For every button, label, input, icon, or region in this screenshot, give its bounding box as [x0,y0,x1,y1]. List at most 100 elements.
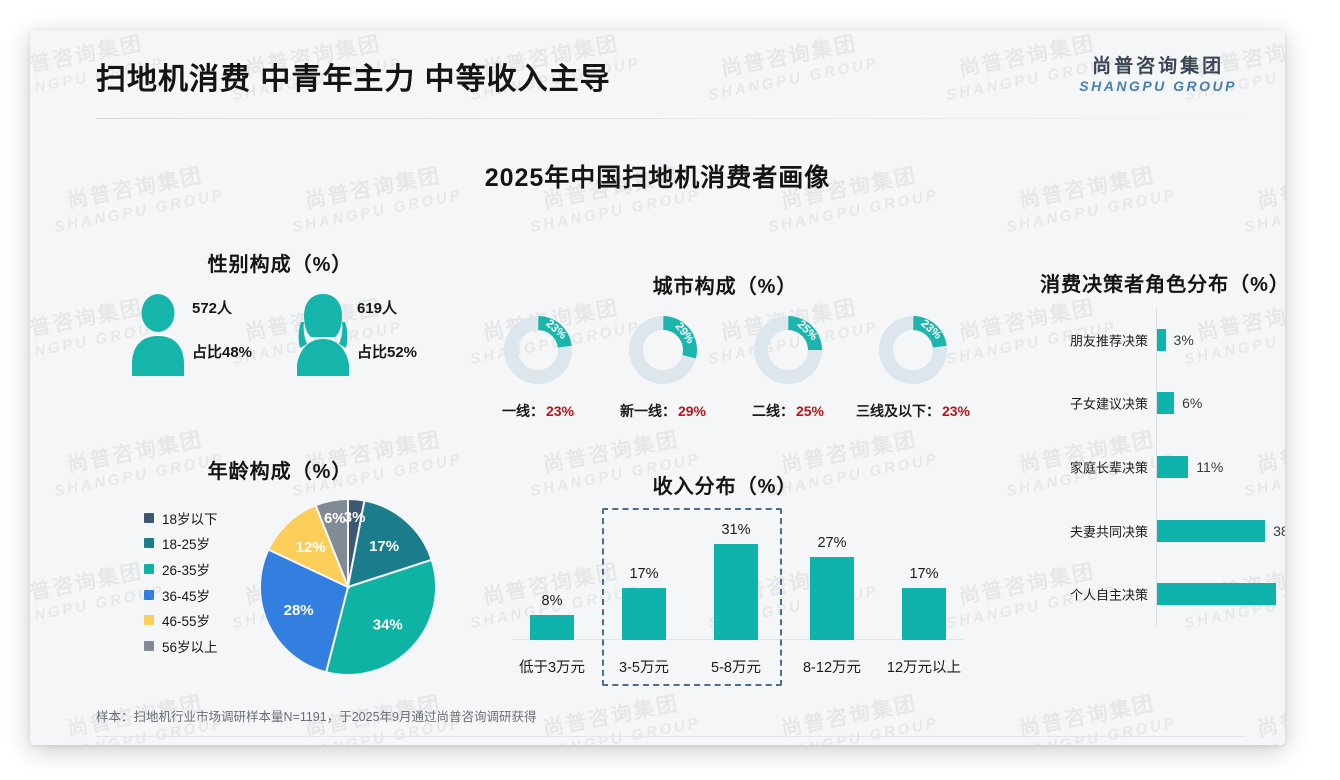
decision-category-label: 夫妻共同决策 [1069,524,1148,540]
age-legend-item: 18岁以下 [144,505,218,531]
income-bar-value: 27% [817,534,847,551]
city-name: 新一线： [619,403,676,419]
city-name: 二线： [751,403,794,419]
city-donut-label: 一线： 23% [502,401,574,421]
male-icon [130,292,186,376]
income-bar-value: 31% [721,522,751,539]
income-bar-column: 8% [508,532,596,640]
city-value: 23% [545,403,575,419]
decision-bar [1157,456,1189,478]
income-bar-chart: 8% 低于3万元 17% 3-5万元 31% 5-8万元 27% 8-12万元 17% 12万元以… [508,506,968,686]
female-icon [295,292,351,376]
city-donut: 29% 新一线： 29% [617,305,709,419]
decision-bar-value: 3% [1173,331,1194,348]
decision-category-label: 朋友推荐决策 [1069,333,1148,349]
age-legend-item: 26-35岁 [144,556,218,582]
city-donut-label: 新一线： 29% [620,401,706,421]
income-bar-column: 31% [692,522,780,640]
decision-section-title: 消费决策者角色分布（%） [1040,274,1285,296]
legend-swatch [144,512,154,523]
gender-chart: 572人 占比48% 619人占比52% [130,292,450,392]
city-donut: 25% 二线： 25% [742,305,834,419]
decision-bar [1157,583,1277,606]
income-bar [810,556,854,640]
income-category-label: 8-12万元 [802,660,862,676]
header: 扫地机消费 中青年主力 中等收入主导 尚普咨询集团 SHANGPU GROUP [30,30,1285,122]
gender-item: 572人 占比48% [130,292,285,384]
page-title: 扫地机消费 中青年主力 中等收入主导 [96,63,611,96]
decision-bar-value: 42% [1284,586,1285,602]
city-donut-label: 三线及以下： 23% [856,401,970,421]
income-bar-value: 17% [629,565,659,582]
pie-slice-label: 6% [324,510,346,527]
brand-logo: 尚普咨询集团 SHANGPU GROUP [1079,56,1237,95]
legend-label: 18岁以下 [162,511,218,527]
legend-label: 26-35岁 [162,562,211,578]
legend-label: 18-25岁 [162,537,211,553]
decision-bar-value: 6% [1182,395,1203,412]
city-donut-chart: 23% 一线： 23% 29% 新一线： 29% 25% 二线： 25% 23% 三线及以下： 23% [492,305,1002,419]
city-value: 29% [677,403,707,419]
legend-swatch [144,538,154,549]
legend-label: 36-45岁 [162,588,211,604]
decision-bar-row: 个人自主决策 42% [1035,581,1285,607]
decision-bar [1157,519,1266,542]
gender-stats: 619人占比52% [357,300,417,362]
pie-slice-label: 12% [296,539,326,556]
pie-slice-label: 3% [344,509,366,526]
legend-swatch [144,615,154,626]
age-legend-item: 36-45岁 [144,582,218,608]
decision-category-label: 子女建议决策 [1069,396,1148,412]
logo-chinese: 尚普咨询集团 [1092,56,1225,77]
income-section-title: 收入分布（%） [652,476,798,498]
age-legend-item: 18-25岁 [144,531,218,557]
income-category-label: 5-8万元 [711,660,761,676]
income-category-cell: 3-5万元 [600,652,688,676]
city-name: 三线及以下： [855,403,940,419]
income-highlight-box [602,508,782,686]
decision-bar-row: 家庭长辈决策 11% [1035,454,1285,480]
decision-axis-line [1156,308,1157,626]
city-donut-label: 二线： 25% [752,401,824,421]
city-section-title: 城市构成（%） [652,276,798,298]
income-category-cell: 12万元以上 [880,652,968,676]
gender-count: 619人 [357,300,398,317]
gender-share: 占比48% [192,344,253,361]
legend-swatch [144,589,154,600]
legend-label: 56岁以上 [162,639,218,655]
decision-bar-row: 子女建议决策 6% [1035,390,1285,416]
legend-label: 46-55岁 [162,614,211,630]
age-legend: 18岁以下 18-25岁 26-35岁 36-45岁 46-55岁 56岁以上 [144,505,218,659]
decision-bar-value: 38% [1273,522,1285,539]
decision-category-label: 家庭长辈决策 [1069,460,1148,476]
decision-bar [1157,392,1175,415]
legend-swatch [144,563,154,574]
city-name: 一线： [501,403,544,419]
pie-slice-label: 34% [373,616,403,633]
slide-card: 尚普咨询集团 SHANGPU GROUP 尚普咨询集团 SHANGPU GROUP 尚普… [30,30,1285,745]
header-divider [96,118,1246,119]
income-bar-column: 17% [880,532,968,640]
pie-slice-label: 17% [369,538,399,555]
pie-slice-label: 28% [284,602,314,619]
logo-english: SHANGPU GROUP [1079,77,1237,94]
income-bar [902,587,946,640]
income-category-label: 12万元以上 [886,660,962,676]
income-category-label: 低于3万元 [518,660,586,676]
gender-section-title: 性别构成（%） [207,254,353,276]
gender-share: 占比52% [357,344,418,361]
sample-note: 样本：扫地机行业市场调研样本量N=1191，于2025年9月通过尚普咨询调研获得 [96,710,537,724]
age-legend-item: 46-55岁 [144,607,218,633]
decision-bar [1157,328,1166,351]
city-donut: 23% 一线： 23% [492,305,584,419]
decision-bar-chart: 朋友推荐决策 3% 子女建议决策 6% 家庭长辈决策 11% 夫妻共同决策 38% 个人自主决策… [1035,308,1285,633]
decision-category-label: 个人自主决策 [1069,587,1148,603]
income-bar-column: 27% [788,532,876,640]
age-section-title: 年龄构成（%） [207,461,353,483]
income-bar-column: 17% [600,532,688,640]
income-bar [530,615,574,640]
age-pie: 3% 17% 34% 28% 12% 6% [256,495,441,680]
footer-divider [96,736,1246,737]
legend-swatch [144,640,154,651]
